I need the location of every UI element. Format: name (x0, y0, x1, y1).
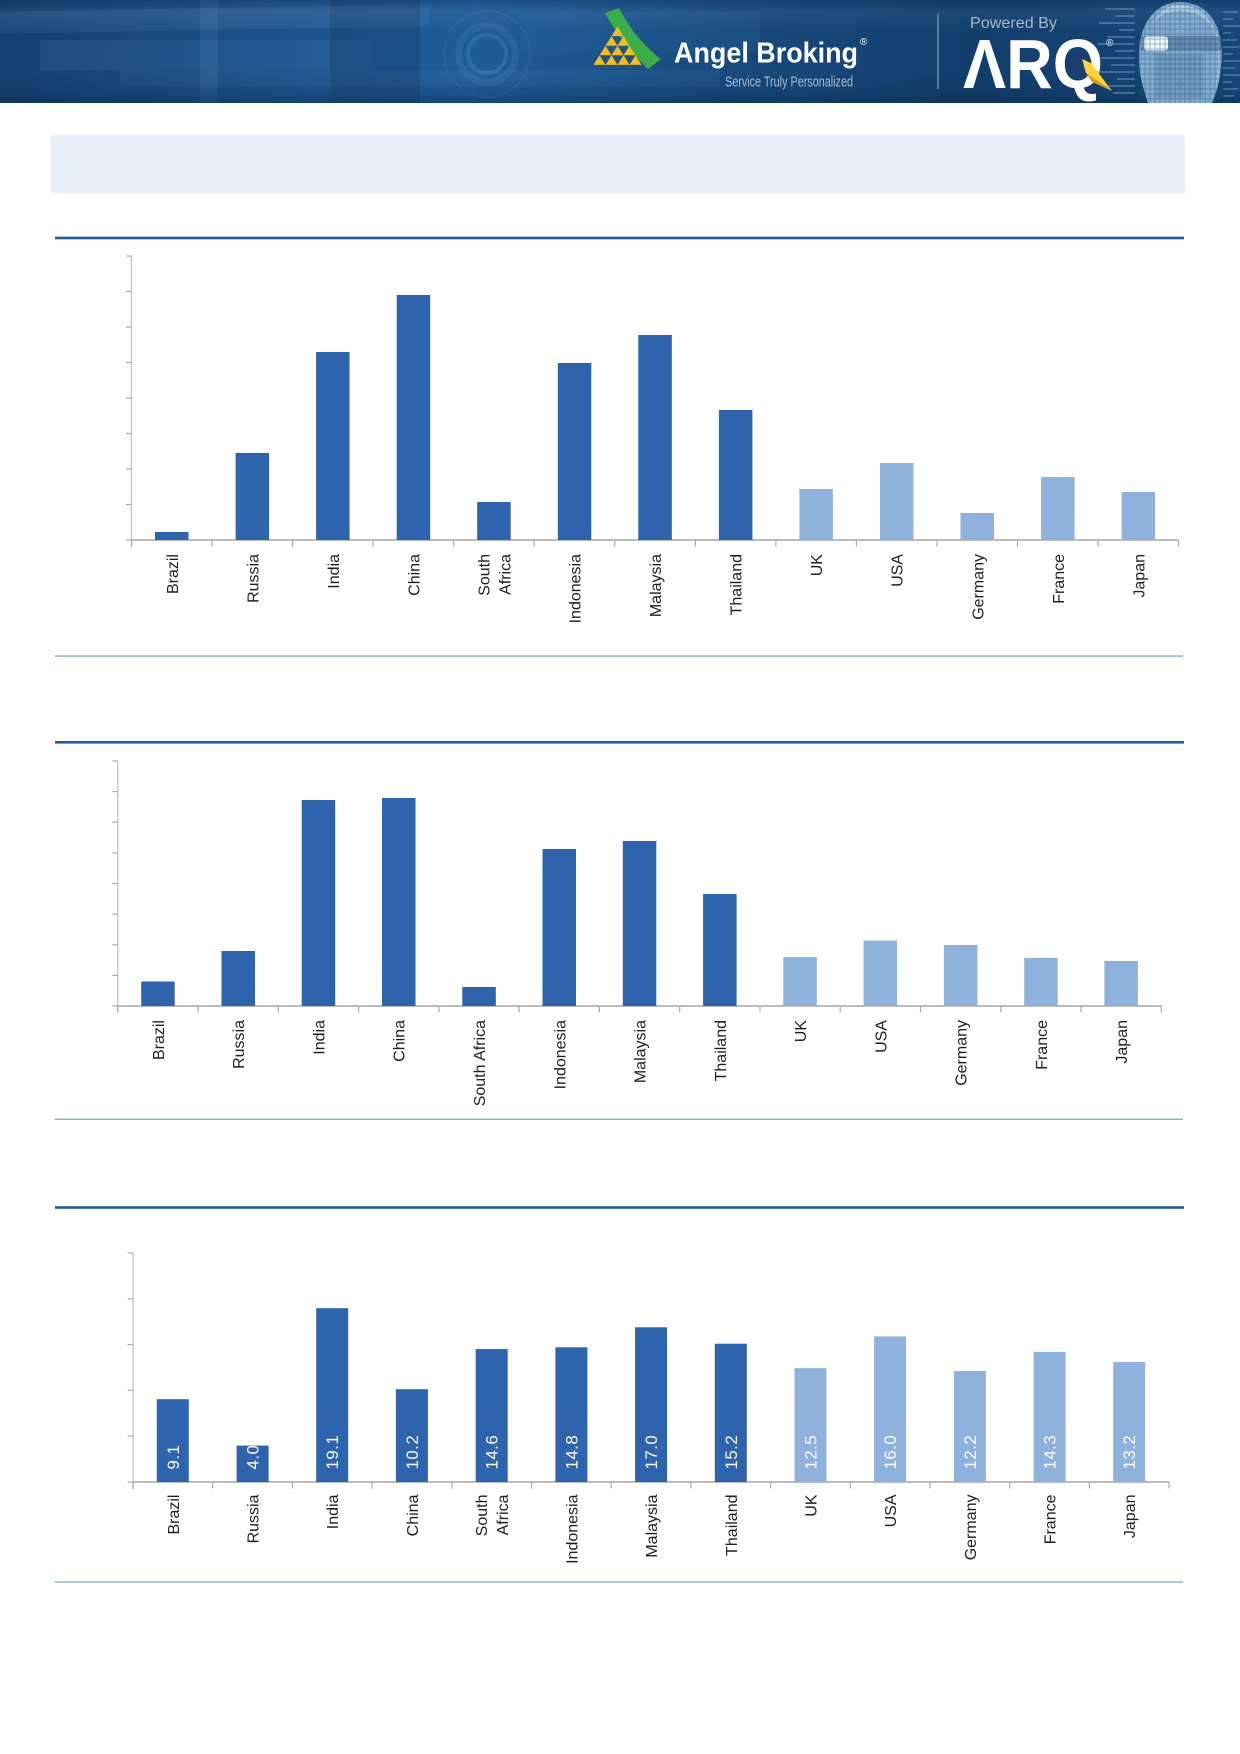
svg-text:Germany: Germany (954, 1020, 971, 1086)
svg-text:USA: USA (883, 1494, 900, 1527)
svg-text:China: China (406, 554, 423, 596)
svg-text:Malaysia: Malaysia (633, 1020, 650, 1083)
svg-text:Service Truly Personalized: Service Truly Personalized (725, 75, 853, 91)
svg-text:Japan: Japan (1131, 554, 1148, 598)
svg-text:Russia: Russia (231, 1020, 248, 1069)
svg-text:South Africa: South Africa (472, 1020, 489, 1106)
svg-text:Brazil: Brazil (151, 1020, 168, 1060)
svg-text:France: France (1034, 1020, 1051, 1070)
svg-text:Indonesia: Indonesia (552, 1020, 569, 1089)
svg-text:USA: USA (890, 554, 907, 587)
svg-text:9.1: 9.1 (164, 1445, 183, 1470)
svg-text:16.0: 16.0 (881, 1435, 900, 1470)
svg-text:®: ® (1106, 38, 1114, 49)
svg-text:Thailand: Thailand (729, 554, 746, 615)
svg-text:Powered By: Powered By (970, 15, 1057, 32)
svg-text:Japan: Japan (1122, 1495, 1139, 1539)
svg-text:14.3: 14.3 (1041, 1435, 1060, 1470)
svg-text:Malaysia: Malaysia (644, 1494, 661, 1557)
svg-text:14.6: 14.6 (483, 1435, 502, 1470)
svg-text:Africa: Africa (495, 1494, 512, 1535)
svg-text:Indonesia: Indonesia (568, 554, 585, 623)
svg-text:Russia: Russia (246, 1494, 263, 1543)
svg-text:India: India (312, 1020, 329, 1055)
svg-text:China: China (405, 1494, 422, 1536)
svg-text:14.8: 14.8 (562, 1435, 581, 1470)
svg-text:France: France (1043, 1494, 1060, 1544)
svg-text:®: ® (860, 37, 868, 48)
svg-text:Japan: Japan (1114, 1020, 1131, 1064)
svg-text:10.2: 10.2 (403, 1435, 422, 1470)
svg-text:South: South (474, 1495, 491, 1537)
svg-text:Angel Broking: Angel Broking (674, 38, 858, 70)
svg-text:Malaysia: Malaysia (648, 554, 665, 617)
svg-text:Indonesia: Indonesia (564, 1494, 581, 1563)
svg-text:Brazil: Brazil (165, 554, 182, 594)
svg-text:15.2: 15.2 (722, 1435, 741, 1470)
svg-text:India: India (325, 1494, 342, 1529)
svg-text:19.1: 19.1 (323, 1435, 342, 1470)
svg-text:South: South (477, 554, 494, 596)
svg-text:Germany: Germany (970, 554, 987, 620)
svg-text:USA: USA (873, 1020, 890, 1053)
svg-text:Brazil: Brazil (166, 1495, 183, 1535)
svg-text:Africa: Africa (498, 554, 515, 595)
svg-text:4.0: 4.0 (244, 1445, 263, 1470)
svg-text:Russia: Russia (245, 554, 262, 603)
svg-text:Germany: Germany (963, 1495, 980, 1561)
svg-text:17.0: 17.0 (642, 1435, 661, 1470)
svg-text:12.5: 12.5 (802, 1435, 821, 1470)
svg-text:France: France (1051, 554, 1068, 604)
svg-text:13.2: 13.2 (1120, 1435, 1139, 1470)
svg-text:12.2: 12.2 (961, 1435, 980, 1470)
svg-text:Thailand: Thailand (724, 1495, 741, 1556)
svg-text:Thailand: Thailand (713, 1020, 730, 1081)
svg-text:UK: UK (804, 1494, 821, 1517)
svg-text:China: China (392, 1020, 409, 1062)
svg-text:UK: UK (809, 554, 826, 577)
svg-text:UK: UK (793, 1020, 810, 1043)
svg-text:India: India (326, 554, 343, 589)
